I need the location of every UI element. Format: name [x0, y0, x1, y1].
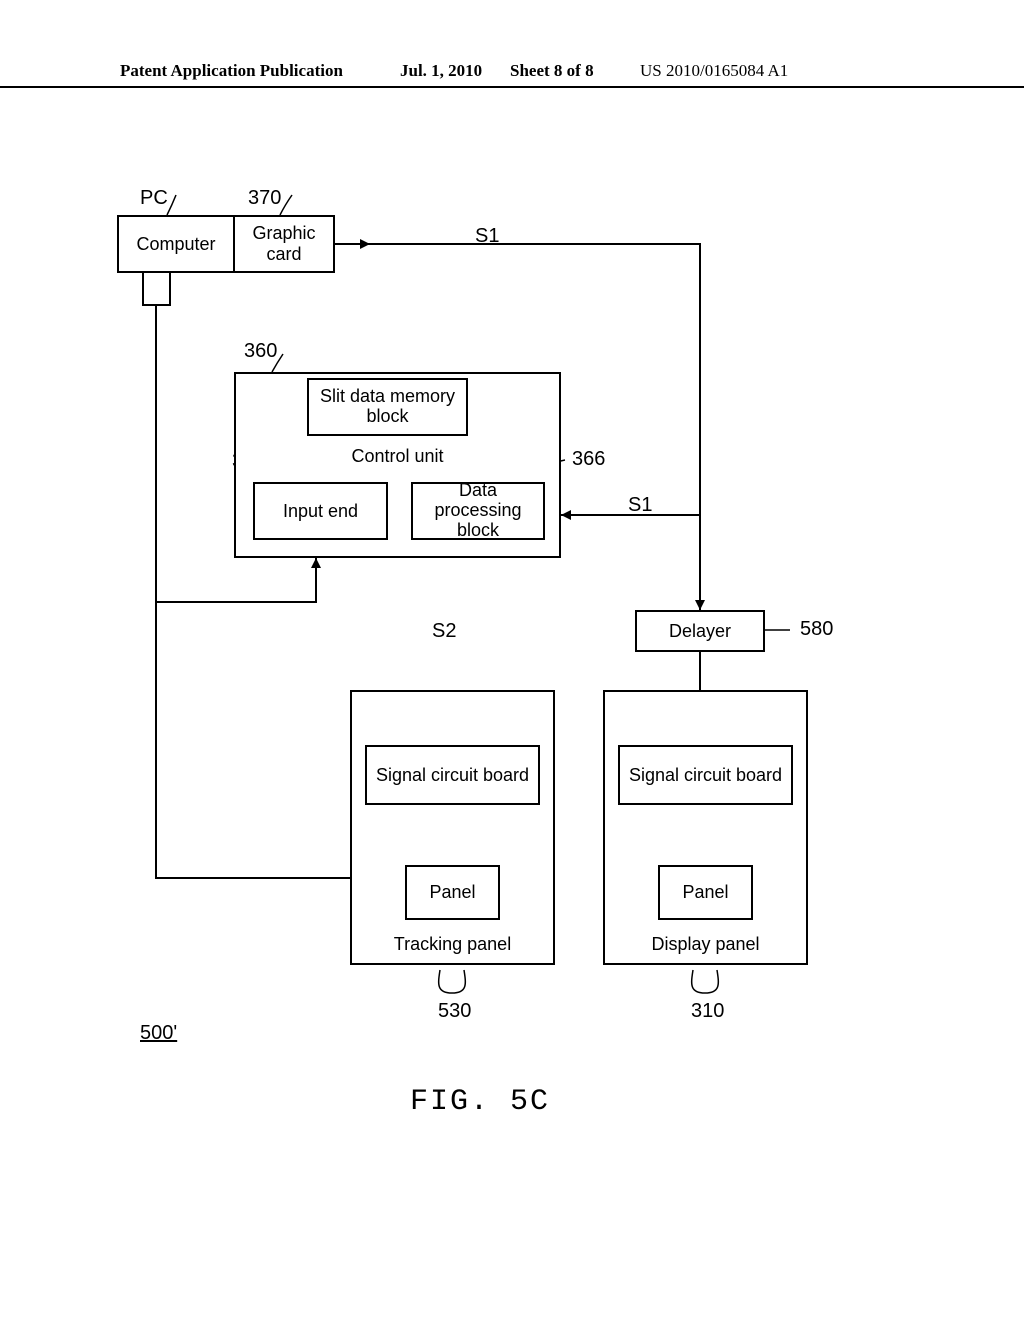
label-S1-right: S1	[628, 494, 652, 517]
label-580: 580	[800, 618, 833, 641]
block-signal-board-left: Signal circuit board	[365, 745, 540, 805]
label-S1-top: S1	[475, 225, 499, 248]
label-366: 366	[572, 448, 605, 471]
block-slit-memory: Slit data memory block	[307, 378, 468, 436]
block-signal-board-right: Signal circuit board	[618, 745, 793, 805]
data-proc-l2: block	[457, 521, 499, 541]
label-500prime: 500'	[140, 1022, 177, 1045]
data-proc-l1: Data processing	[413, 481, 543, 521]
block-data-processing: Data processing block	[411, 482, 545, 540]
label-S2: S2	[432, 620, 456, 643]
block-graphic-card: Graphic card	[233, 215, 335, 273]
label-PC: PC	[140, 187, 168, 210]
block-delayer: Delayer	[635, 610, 765, 652]
page: Patent Application Publication Jul. 1, 2…	[0, 0, 1024, 1320]
block-panel-left: Panel	[405, 865, 500, 920]
label-530: 530	[438, 1000, 471, 1023]
slit-memory-l1: Slit data memory	[320, 387, 455, 407]
label-310: 310	[691, 1000, 724, 1023]
label-360: 360	[244, 340, 277, 363]
label-370: 370	[248, 187, 281, 210]
group-display-panel: Display panel	[603, 690, 808, 965]
block-computer: Computer	[117, 215, 235, 273]
block-input-end: Input end	[253, 482, 388, 540]
figure-caption: FIG. 5C	[410, 1085, 550, 1119]
slit-memory-l2: block	[366, 407, 408, 427]
display-panel-caption: Display panel	[605, 934, 806, 955]
block-panel-right: Panel	[658, 865, 753, 920]
tracking-panel-caption: Tracking panel	[352, 934, 553, 955]
group-tracking-panel: Tracking panel	[350, 690, 555, 965]
control-unit-label: Control unit	[351, 446, 443, 467]
